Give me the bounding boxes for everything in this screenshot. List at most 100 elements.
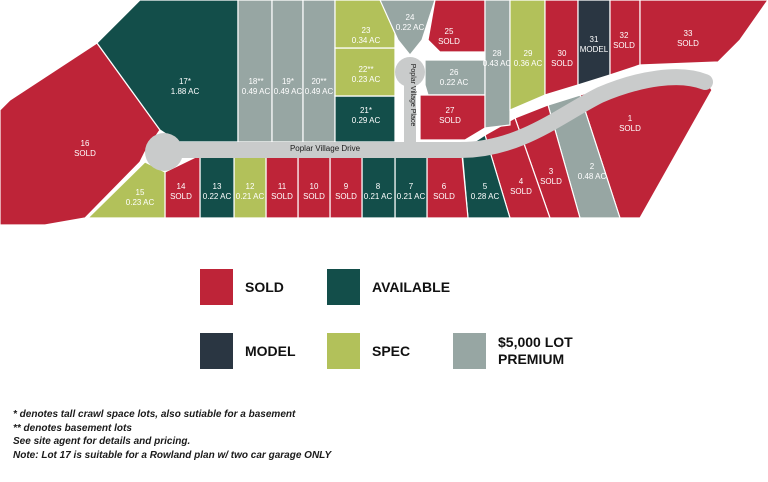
labels-layer: Poplar Village Drive Poplar Village Plac… xyxy=(290,64,416,153)
lot-19[interactable]: 19*0.49 AC xyxy=(271,0,304,143)
lot-19-number: 19* xyxy=(282,77,294,86)
lot-30-number: 30 xyxy=(558,49,567,58)
lot-31-status: MODEL xyxy=(580,45,609,54)
lot-19-status: 0.49 AC xyxy=(274,87,303,96)
lot-25-parcel[interactable] xyxy=(427,0,486,53)
lot-19-parcel[interactable] xyxy=(271,0,304,143)
lot-27-parcel[interactable] xyxy=(419,94,486,141)
lot-22-number: 22** xyxy=(358,65,373,74)
lot-28-status: 0.43 AC xyxy=(483,59,512,68)
lot-2-status: 0.48 AC xyxy=(578,172,607,181)
lot-13-number: 13 xyxy=(213,182,222,191)
lot-23-status: 0.34 AC xyxy=(352,36,381,45)
lot-12-number: 12 xyxy=(246,182,255,191)
lot-25-number: 25 xyxy=(445,27,454,36)
legend-model: MODEL xyxy=(200,333,296,369)
lot-1-number: 1 xyxy=(628,114,633,123)
lot-27-status: SOLD xyxy=(439,116,461,125)
lot-22-status: 0.23 AC xyxy=(352,75,381,84)
lot-20-number: 20** xyxy=(311,77,326,86)
lot-15-status: 0.23 AC xyxy=(126,198,155,207)
lot-21-number: 21* xyxy=(360,106,372,115)
lot-28[interactable]: 280.43 AC xyxy=(483,0,512,129)
poplar-village-drive-road xyxy=(152,69,713,158)
lot-17-number: 17* xyxy=(179,77,191,86)
lot-28-parcel[interactable] xyxy=(484,0,511,129)
lot-5-number: 5 xyxy=(483,182,488,191)
lot-33-parcel[interactable] xyxy=(639,0,768,66)
lot-11-status: SOLD xyxy=(271,192,293,201)
legend-premium-line1: $5,000 LOT xyxy=(498,334,573,350)
lot-14-number: 14 xyxy=(177,182,186,191)
legend-available-label: AVAILABLE xyxy=(372,278,451,295)
lot-26[interactable]: 260.22 AC xyxy=(424,59,486,96)
lot-30-parcel[interactable] xyxy=(544,0,579,96)
lot-16-status: SOLD xyxy=(74,149,96,158)
lot-24[interactable]: 240.22 AC xyxy=(379,0,436,56)
legend-available: AVAILABLE xyxy=(327,269,450,305)
lot-18-parcel[interactable] xyxy=(237,0,273,143)
lot-6-status: SOLD xyxy=(433,192,455,201)
lot-16-number: 16 xyxy=(81,139,90,148)
street-label-poplar-village-drive: Poplar Village Drive xyxy=(290,144,361,153)
lot-26-status: 0.22 AC xyxy=(440,78,469,87)
lot-33-number: 33 xyxy=(684,29,693,38)
lot-28-number: 28 xyxy=(493,49,502,58)
lot-18-number: 18** xyxy=(248,77,263,86)
lot-7[interactable]: 70.21 AC xyxy=(394,154,428,219)
west-cul-de-sac xyxy=(145,133,183,171)
lot-12[interactable]: 120.21 AC xyxy=(233,154,267,219)
lot-8[interactable]: 80.21 AC xyxy=(361,154,396,219)
lot-31-number: 31 xyxy=(590,35,599,44)
legend-sold-label: SOLD xyxy=(245,278,284,295)
legend-premium-line2: PREMIUM xyxy=(498,351,565,367)
lot-17-status: 1.88 AC xyxy=(171,87,200,96)
lot-6-parcel[interactable] xyxy=(426,154,469,219)
footnotes: * denotes tall crawl space lots, also su… xyxy=(13,408,331,462)
legend-spec-label: SPEC xyxy=(372,342,411,359)
legend-sold: SOLD xyxy=(200,269,284,305)
lot-7-number: 7 xyxy=(409,182,414,191)
lot-10-number: 10 xyxy=(310,182,319,191)
lot-13[interactable]: 130.22 AC xyxy=(199,154,235,219)
legend-spec: SPEC xyxy=(327,333,410,369)
lot-8-status: 0.21 AC xyxy=(364,192,393,201)
north-cul-de-sac xyxy=(395,57,425,87)
lot-20-status: 0.49 AC xyxy=(305,87,334,96)
legend-model-swatch xyxy=(200,333,233,369)
legend-premium-swatch xyxy=(453,333,486,369)
lot-3-status: SOLD xyxy=(540,177,562,186)
lot-29-number: 29 xyxy=(524,49,533,58)
footnote-single-asterisk: * denotes tall crawl space lots, also su… xyxy=(13,409,296,420)
street-label-poplar-village-place: Poplar Village Place xyxy=(409,64,416,127)
lot-4-number: 4 xyxy=(519,177,524,186)
lot-32-status: SOLD xyxy=(613,41,635,50)
lot-9-status: SOLD xyxy=(335,192,357,201)
legend-available-swatch xyxy=(327,269,360,305)
legend-spec-swatch xyxy=(327,333,360,369)
lot-24-parcel[interactable] xyxy=(379,0,436,56)
lot-24-number: 24 xyxy=(406,13,415,22)
lot-24-status: 0.22 AC xyxy=(396,23,425,32)
lot-20-parcel[interactable] xyxy=(302,0,336,143)
legend-sold-swatch xyxy=(200,269,233,305)
road-layer xyxy=(145,57,713,171)
lot-30-status: SOLD xyxy=(551,59,573,68)
lot-21[interactable]: 21*0.29 AC xyxy=(334,95,396,143)
lot-29[interactable]: 290.36 AC xyxy=(509,0,546,111)
lot-6-number: 6 xyxy=(442,182,447,191)
lot-18[interactable]: 18**0.49 AC xyxy=(237,0,273,143)
lot-22[interactable]: 22**0.23 AC xyxy=(334,47,396,97)
lot-20[interactable]: 20**0.49 AC xyxy=(302,0,336,143)
